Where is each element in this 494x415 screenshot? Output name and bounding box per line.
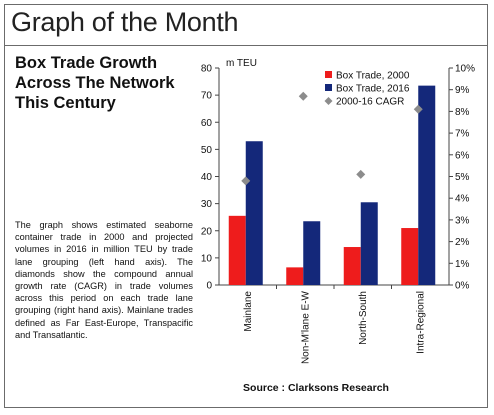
cagr-diamond bbox=[413, 104, 423, 114]
article-subtitle: Box Trade Growth Across The Network This… bbox=[15, 53, 215, 113]
header-divider bbox=[5, 45, 487, 46]
y2-tick-label: 3% bbox=[455, 215, 470, 226]
y2-tick-label: 7% bbox=[455, 129, 470, 140]
y2-tick-label: 10% bbox=[455, 64, 475, 75]
cagr-diamond bbox=[356, 169, 366, 179]
y2-tick-label: 1% bbox=[455, 259, 470, 270]
category-label: Non-M'lane E-W bbox=[300, 290, 311, 364]
bar-2000 bbox=[286, 267, 304, 285]
y-tick-label: 60 bbox=[201, 118, 213, 129]
y-tick-label: 80 bbox=[201, 64, 213, 75]
bar-2016 bbox=[303, 221, 321, 285]
header: Graph of the Month bbox=[5, 5, 487, 49]
bar-2016 bbox=[360, 202, 378, 285]
box-trade-chart: 0 10 20 30 40 50 60 70 80 0% 1% 2% 3% 4% 5% 6% 7% 8% 9% 10%… bbox=[201, 58, 475, 364]
bar-2016 bbox=[418, 85, 436, 285]
legend-label: 2000-16 CAGR bbox=[336, 97, 404, 108]
y-tick-label: 40 bbox=[201, 172, 213, 183]
legend-swatch bbox=[325, 84, 332, 91]
bar-2016 bbox=[245, 141, 263, 285]
bar-2000 bbox=[228, 215, 246, 285]
category-label: Intra-Regional bbox=[415, 291, 426, 354]
cagr-diamond bbox=[241, 176, 251, 186]
legend-swatch bbox=[325, 71, 332, 78]
graph-of-the-month-panel: Graph of the Month Box Trade Growth Acro… bbox=[4, 4, 488, 408]
article-body: The graph shows estimated seaborne conta… bbox=[15, 220, 193, 340]
source-credit: Source : Clarksons Research bbox=[243, 382, 389, 394]
cagr-diamond bbox=[298, 91, 308, 101]
y-tick-label: 10 bbox=[201, 253, 213, 264]
y-tick-label: 50 bbox=[201, 145, 213, 156]
y2-tick-label: 9% bbox=[455, 85, 470, 96]
subtitle-line: This Century bbox=[15, 94, 116, 112]
y-tick-label: 20 bbox=[201, 226, 213, 237]
category-label: Mainlane bbox=[243, 291, 254, 332]
page-title: Graph of the Month bbox=[11, 7, 239, 37]
subtitle-line: Across The Network bbox=[15, 74, 175, 92]
y-tick-label: 0 bbox=[206, 281, 212, 292]
y2-tick-label: 2% bbox=[455, 237, 470, 248]
y2-tick-label: 4% bbox=[455, 194, 470, 205]
y-tick-label: 70 bbox=[201, 91, 213, 102]
subtitle-line: Box Trade Growth bbox=[15, 54, 158, 72]
legend-swatch bbox=[324, 97, 333, 105]
legend-label: Box Trade, 2016 bbox=[336, 84, 410, 95]
legend-label: Box Trade, 2000 bbox=[336, 71, 410, 82]
y2-tick-label: 6% bbox=[455, 150, 470, 161]
y-tick-label: 30 bbox=[201, 199, 213, 210]
article-column: Box Trade Growth Across The Network This… bbox=[15, 53, 215, 113]
bar-2000 bbox=[343, 247, 361, 285]
category-label: North-South bbox=[358, 291, 369, 345]
y-axis-title: m TEU bbox=[226, 58, 257, 69]
y2-tick-label: 5% bbox=[455, 172, 470, 183]
y2-tick-label: 8% bbox=[455, 107, 470, 118]
bar-2000 bbox=[401, 228, 419, 285]
y2-tick-label: 0% bbox=[455, 281, 470, 292]
